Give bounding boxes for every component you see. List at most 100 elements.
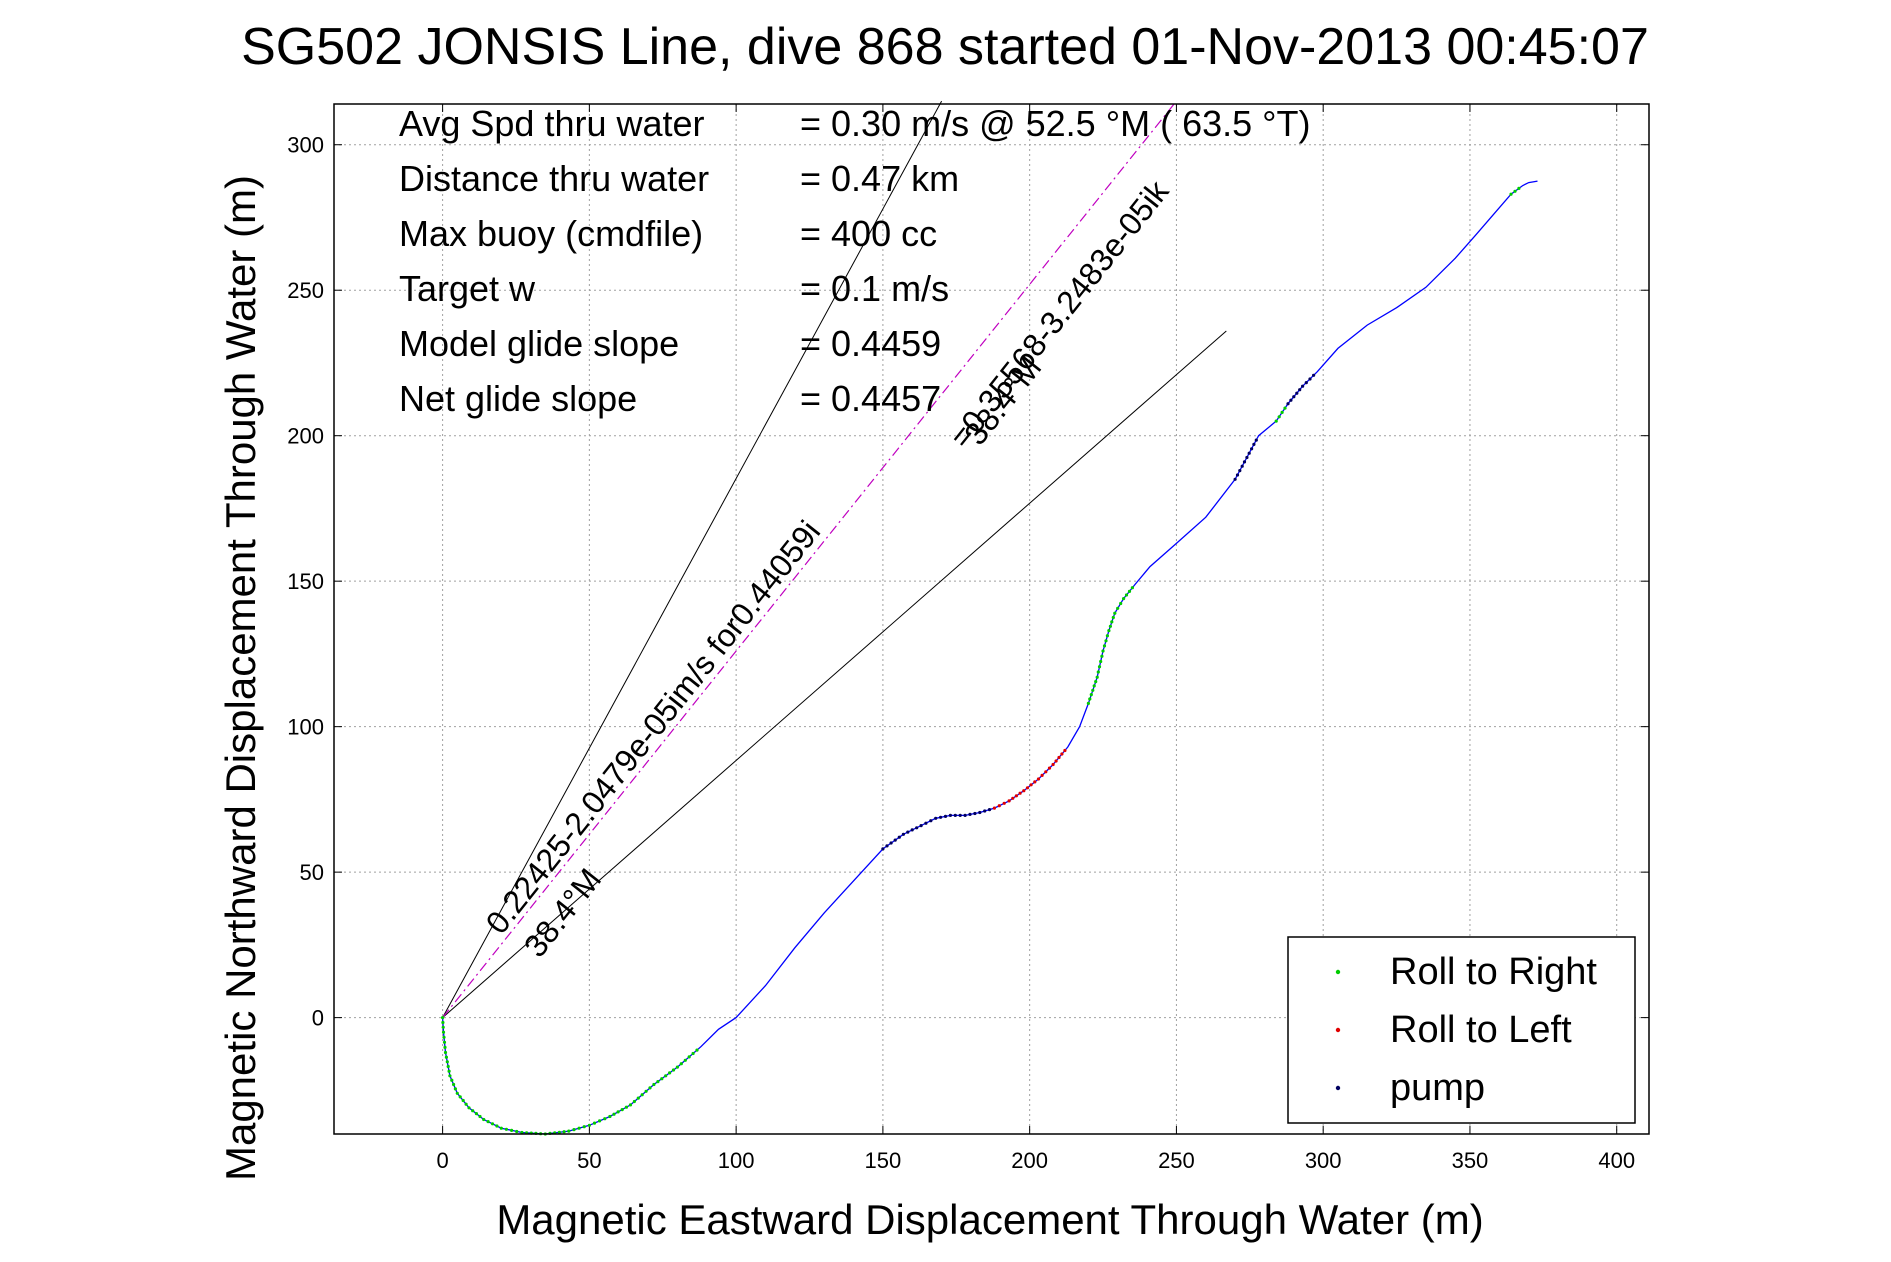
roll-right-marker xyxy=(608,1114,612,1119)
roll-right-marker xyxy=(1124,593,1129,597)
roll-left-marker xyxy=(1033,780,1037,784)
roll-right-marker xyxy=(1130,586,1134,590)
x-axis-ticks: 0 50 100 150 200 250 300 350 400 xyxy=(436,104,1635,1173)
roll-left-marker xyxy=(1029,783,1033,787)
roll-right-marker xyxy=(652,1082,656,1087)
roll-left-marker xyxy=(1007,799,1011,803)
legend-box xyxy=(1287,936,1636,1124)
roll-left-marker xyxy=(1054,759,1058,763)
roll-right-marker xyxy=(453,1087,457,1091)
y-tick-label: 0 xyxy=(312,1006,324,1031)
roll-right-marker xyxy=(474,1112,478,1116)
roll-right-marker xyxy=(1107,629,1111,633)
roll-left-marker xyxy=(1011,796,1015,800)
roll-right-marker xyxy=(499,1126,503,1130)
x-tick-label: 50 xyxy=(577,1148,601,1173)
pump-marker xyxy=(958,813,962,818)
roll-right-marker xyxy=(1111,615,1115,620)
legend: Roll to Right Roll to Left pump xyxy=(1287,936,1636,1124)
stat-value: = 0.30 m/s @ 52.5 °M ( 63.5 °T) xyxy=(800,103,1311,144)
roll-right-marker xyxy=(671,1068,676,1072)
roll-right-marker xyxy=(510,1128,514,1132)
pump-marker xyxy=(1295,391,1299,395)
roll-right-marker xyxy=(504,1127,508,1131)
roll-right-marker xyxy=(1104,639,1108,643)
pump-marker xyxy=(924,821,928,825)
roll-right-marker xyxy=(557,1130,562,1134)
roll-right-marker xyxy=(1280,410,1284,414)
stat-value: = 0.1 m/s xyxy=(800,268,949,309)
pump-marker xyxy=(1247,451,1251,455)
roll-right-marker xyxy=(1119,601,1123,606)
plot-frame xyxy=(333,103,1650,1135)
pump-marker xyxy=(906,830,910,834)
roll-right-marker xyxy=(1110,620,1114,624)
roll-right-marker xyxy=(490,1122,495,1126)
roll-right-marker xyxy=(441,1020,445,1025)
pump-marker xyxy=(1289,398,1293,402)
roll-right-marker xyxy=(1100,654,1104,658)
pump-marker xyxy=(1286,402,1290,406)
legend-label: Roll to Left xyxy=(1390,1009,1572,1051)
roll-right-marker xyxy=(1095,675,1099,679)
roll-right-marker xyxy=(1091,688,1095,692)
stat-label: Net glide slope xyxy=(399,378,637,419)
roll-left-marker xyxy=(1025,786,1030,790)
roll-right-marker xyxy=(448,1074,452,1078)
roll-left-marker xyxy=(1044,770,1048,774)
pump-marker xyxy=(881,847,885,851)
legend-marker xyxy=(1335,1085,1341,1091)
pump-marker xyxy=(1240,464,1244,468)
y-tick-label: 150 xyxy=(287,569,324,594)
roll-left-marker xyxy=(1018,791,1022,795)
stat-label: Model glide slope xyxy=(399,323,679,364)
roll-left-marker xyxy=(1060,752,1064,756)
roll-right-marker xyxy=(656,1080,660,1084)
roll-right-marker xyxy=(683,1058,687,1062)
pump-marker xyxy=(889,841,893,845)
roll-right-marker xyxy=(628,1103,633,1107)
x-tick-label: 0 xyxy=(436,1148,448,1173)
pump-marker xyxy=(1301,384,1305,388)
x-tick-label: 400 xyxy=(1598,1148,1635,1173)
y-tick-label: 300 xyxy=(287,133,324,158)
roll-left-marker xyxy=(992,806,997,810)
roll-right-marker xyxy=(450,1078,454,1082)
pump-marker xyxy=(1245,455,1249,460)
pump-marker xyxy=(1242,460,1247,464)
roll-left-marker xyxy=(1040,773,1044,778)
roll-right-marker xyxy=(567,1129,571,1133)
pump-marker xyxy=(934,816,938,820)
reference-line xyxy=(442,330,1227,1018)
roll-left-marker xyxy=(1014,794,1019,798)
roll-right-marker xyxy=(446,1064,450,1069)
roll-right-marker xyxy=(445,1060,449,1064)
pump-marker xyxy=(915,826,919,830)
pump-marker xyxy=(897,835,901,839)
pump-marker xyxy=(919,824,923,828)
roll-right-marker xyxy=(668,1071,672,1075)
pump-marker xyxy=(910,828,914,832)
roll-right-marker xyxy=(675,1065,680,1069)
roll-right-marker xyxy=(691,1051,695,1056)
roll-right-marker xyxy=(679,1062,683,1066)
pump-marker xyxy=(1250,447,1254,451)
stat-value: = 0.4459 xyxy=(800,323,941,364)
roll-right-marker xyxy=(515,1129,519,1134)
legend-marker xyxy=(1335,969,1341,975)
pump-marker xyxy=(1252,442,1256,446)
pump-marker xyxy=(1308,377,1312,381)
pump-marker xyxy=(968,812,972,817)
roll-right-marker xyxy=(1097,665,1102,669)
roll-right-marker xyxy=(1108,624,1112,628)
roll-right-marker xyxy=(1086,701,1090,706)
pump-marker xyxy=(893,838,897,842)
roll-right-marker xyxy=(1122,597,1126,601)
pump-marker xyxy=(973,811,977,816)
roll-right-marker xyxy=(1509,192,1513,196)
roll-right-marker xyxy=(467,1106,471,1110)
roll-right-marker xyxy=(452,1082,456,1087)
roll-right-marker xyxy=(441,1030,446,1034)
roll-left-marker xyxy=(1036,777,1041,781)
roll-right-marker xyxy=(441,1016,445,1020)
